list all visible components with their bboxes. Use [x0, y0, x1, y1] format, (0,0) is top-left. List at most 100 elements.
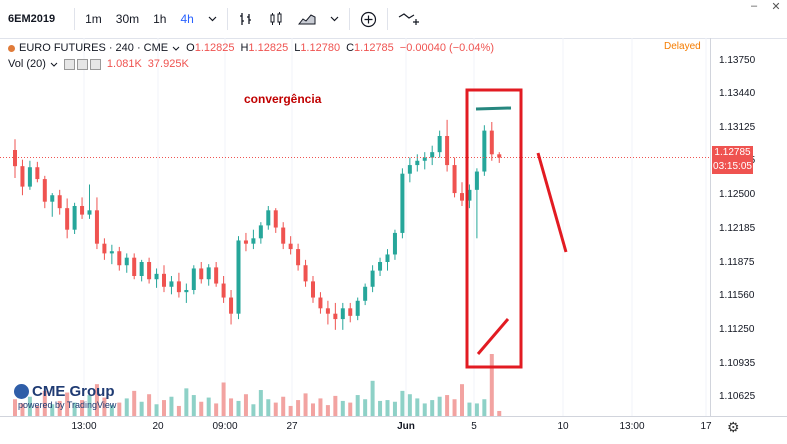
candle-body [176, 281, 181, 293]
candle-body [415, 160, 420, 166]
chevron-down-icon[interactable] [201, 0, 224, 38]
candle-body [117, 251, 122, 266]
volume-bar [281, 396, 286, 416]
volume-bar [258, 390, 263, 416]
candle-body [57, 195, 62, 209]
time-tick-label: 5 [471, 421, 477, 432]
volume-bar [482, 399, 487, 416]
candle-body [385, 254, 390, 262]
volume-bar [206, 397, 211, 416]
candle-body [370, 270, 375, 287]
price-legend-row: EURO FUTURES · 240 · CME O1.12825 H1.128… [8, 40, 494, 56]
chevron-down-icon[interactable] [323, 0, 346, 38]
candle-body [236, 240, 241, 314]
toolbar-divider [74, 8, 76, 30]
price-tick-label: 1.13125 [719, 121, 756, 133]
countdown-tag: 03:15:05 [712, 160, 753, 174]
compare-icon[interactable] [391, 0, 427, 38]
volume-label[interactable]: Vol (20) [8, 58, 46, 70]
time-tick-label: Jun [397, 421, 415, 432]
volume-bar [191, 395, 196, 416]
price-tick-label: 1.11875 [719, 256, 755, 268]
volume-bar [392, 401, 397, 416]
annotation-line-projection [536, 152, 568, 253]
volume-bar [236, 400, 241, 416]
volume-bar [311, 403, 315, 416]
candle-body [147, 262, 152, 280]
candle-body [497, 154, 502, 158]
interval-1h[interactable]: 1h [153, 12, 167, 26]
candle-body [154, 273, 159, 280]
close-icon[interactable] [89, 58, 101, 70]
volume-bar [497, 410, 502, 416]
globe-icon [14, 384, 29, 399]
status-dot-icon [8, 44, 15, 52]
candle-body [184, 290, 189, 293]
volume-bar [117, 402, 122, 416]
candle-body [445, 136, 450, 166]
volume-bar [109, 405, 114, 416]
volume-bar [214, 403, 219, 416]
interval-1m[interactable]: 1m [85, 12, 102, 26]
last-price-tag: 1.12785 [712, 146, 753, 160]
candle-body [430, 152, 435, 158]
volume-bar [176, 405, 181, 416]
symbol-search[interactable]: 6EM2019 [8, 13, 56, 25]
candle-body [437, 136, 442, 153]
volume-bar [221, 382, 226, 416]
volume-bar [318, 398, 323, 416]
volume-bar [57, 400, 62, 416]
candle-body [311, 281, 315, 298]
interval-30m[interactable]: 30m [115, 12, 140, 26]
candle-body [378, 262, 383, 271]
volume-bar [303, 393, 308, 416]
gear-icon[interactable]: ⚙ [727, 419, 740, 435]
price-tick-label: 1.12185 [719, 223, 756, 235]
interval-4h[interactable]: 4h [180, 12, 194, 26]
candles-icon[interactable] [261, 0, 291, 38]
add-indicator-icon[interactable] [353, 0, 384, 38]
volume-bar [162, 400, 166, 416]
volume-bar [348, 402, 353, 416]
toolbar-divider [348, 8, 350, 30]
candle-body [35, 167, 40, 180]
volume-bar [437, 396, 442, 416]
volume-bar [296, 400, 301, 416]
visibility-icon[interactable] [63, 58, 75, 70]
volume-bar [430, 400, 435, 416]
area-icon[interactable] [291, 0, 323, 38]
candle-body [169, 281, 174, 287]
price-axis[interactable]: 1.137501.134401.131251.128151.125001.121… [710, 38, 787, 416]
candle-body [214, 267, 219, 284]
series-title[interactable]: EURO FUTURES · 240 · CME [19, 42, 169, 54]
window-controls: – ✕ [743, 0, 787, 16]
volume-bar [139, 401, 144, 416]
price-tick-label: 1.10935 [719, 357, 756, 369]
candle-body [474, 171, 479, 190]
candle-body [42, 179, 47, 202]
candle-body [363, 286, 368, 301]
chevron-down-icon[interactable] [50, 62, 58, 67]
volume-bar [467, 402, 472, 416]
minimize-icon[interactable]: – [750, 0, 758, 12]
bar-style-icon[interactable] [231, 0, 261, 38]
change-value: −0.00040 (−0.04%) [399, 42, 494, 54]
settings-icon[interactable] [76, 58, 88, 70]
time-axis[interactable]: 13:00 20 09:00 27 Jun 5 10 13:00 17 [0, 416, 787, 444]
volume-bar [20, 403, 25, 416]
close-icon[interactable]: ✕ [771, 1, 781, 13]
candle-body [281, 227, 286, 244]
chart-legend: EURO FUTURES · 240 · CME O1.12825 H1.128… [8, 40, 494, 72]
volume-bar [370, 380, 375, 416]
candle-body [273, 210, 278, 228]
chevron-down-icon[interactable] [172, 46, 180, 51]
volume-bar [273, 402, 278, 416]
volume-bar [422, 403, 427, 416]
candle-body [266, 210, 271, 226]
candle-body [392, 232, 397, 255]
volume-bar [154, 404, 159, 416]
candle-body [80, 206, 85, 215]
time-tick-label: 09:00 [212, 421, 238, 432]
candlestick-chart[interactable] [0, 38, 710, 416]
volume-bar [42, 390, 47, 416]
